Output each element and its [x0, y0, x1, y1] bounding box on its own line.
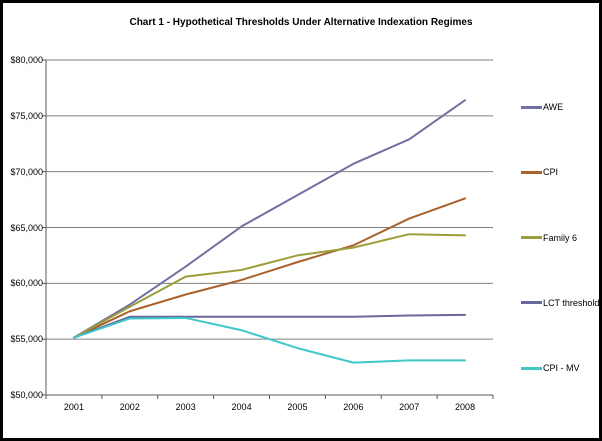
- y-axis-tick-label: $55,000: [10, 334, 43, 345]
- y-axis-tick-label: $80,000: [10, 55, 43, 65]
- legend-label: Family 6: [543, 232, 578, 243]
- legend-label: AWE: [543, 102, 564, 112]
- legend-item: CPI - MV: [521, 363, 580, 373]
- x-axis-tick-label: 2008: [455, 402, 476, 412]
- legend-label: CPI: [543, 167, 559, 178]
- y-axis-tick-label: $70,000: [10, 166, 43, 177]
- series-line-family-6: [72, 233, 467, 339]
- x-axis-tick-label: 2003: [175, 402, 196, 412]
- legend-item: LCT threshold: [521, 298, 599, 308]
- legend-line-marker: [521, 366, 542, 370]
- legend-item: AWE: [521, 102, 563, 112]
- y-axis-tick-label: $75,000: [10, 110, 43, 121]
- legend-item: CPI: [521, 167, 558, 177]
- legend-line-marker: [521, 105, 542, 109]
- legend-label: CPI - MV: [543, 363, 580, 373]
- chart-title: Chart 1 - Hypothetical Thresholds Under …: [129, 17, 473, 28]
- series-line-lct-threshold: [72, 313, 467, 339]
- x-axis-tick-label: 2001: [63, 402, 84, 412]
- series-line-cpi: [72, 197, 467, 339]
- legend-label: LCT threshold: [543, 297, 600, 308]
- x-axis-tick-label: 2004: [231, 402, 252, 412]
- legend-item: Family 6: [521, 233, 577, 243]
- x-axis-tick-label: 2007: [399, 402, 420, 412]
- legend-line-marker: [521, 170, 542, 174]
- y-axis-tick-label: $60,000: [10, 278, 43, 289]
- y-axis-tick-label: $65,000: [10, 222, 43, 233]
- legend-line-marker: [521, 301, 542, 305]
- series-line-awe: [72, 99, 467, 339]
- x-axis-tick-label: 2002: [119, 402, 140, 412]
- plot-area: [42, 59, 494, 399]
- x-axis-tick-label: 2005: [287, 402, 308, 412]
- x-axis-tick-label: 2006: [343, 402, 364, 412]
- legend-line-marker: [521, 236, 542, 239]
- series-line-cpi-mv: [72, 316, 467, 364]
- y-axis-tick-label: $50,000: [10, 390, 43, 400]
